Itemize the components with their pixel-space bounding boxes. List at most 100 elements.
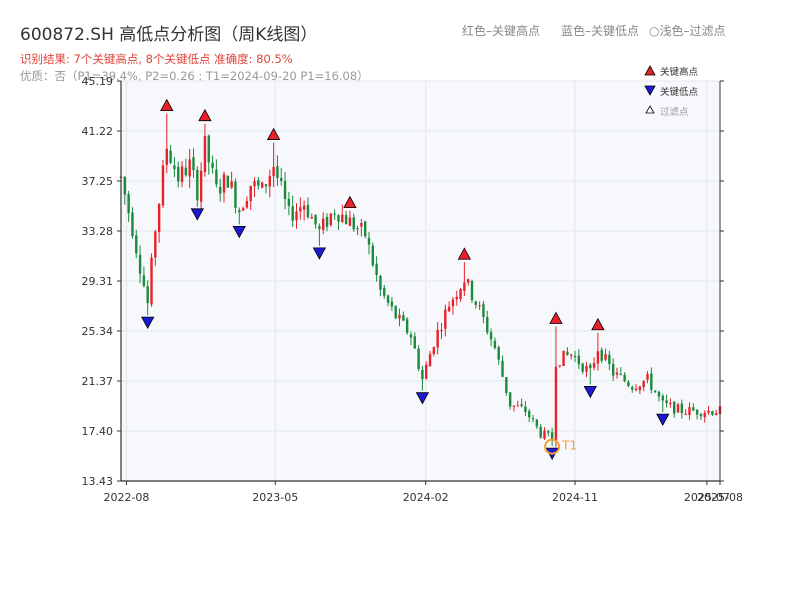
- candle-body: [661, 395, 664, 401]
- candle-body: [306, 204, 310, 218]
- candle-body: [295, 211, 298, 221]
- candle-body: [444, 309, 447, 329]
- candle-body: [482, 303, 485, 317]
- key-low-marker: [312, 247, 327, 260]
- x-tick-label: 2022-08: [103, 491, 149, 504]
- candle-body: [165, 148, 168, 165]
- candle-body: [619, 373, 623, 375]
- key-low-marker: [141, 316, 155, 329]
- candle-body: [127, 194, 130, 214]
- candle-body: [173, 165, 176, 170]
- candle-body: [566, 351, 569, 355]
- key-low-marker: [415, 392, 430, 405]
- candle-body: [325, 217, 329, 227]
- candle-body: [169, 150, 172, 163]
- candle-body: [577, 355, 581, 365]
- candle-body: [631, 387, 634, 390]
- x-tick-label: 2023-05: [252, 491, 298, 504]
- candle-body: [692, 407, 695, 411]
- candle-body: [486, 317, 489, 333]
- candle-body: [684, 413, 687, 415]
- candle-body: [276, 166, 279, 178]
- x-tick-label: 2024-11: [552, 491, 598, 504]
- candle-body: [268, 176, 271, 187]
- candle-body: [310, 216, 313, 219]
- candle-body: [417, 348, 420, 370]
- candle-body: [375, 263, 378, 276]
- candle-body: [363, 221, 367, 237]
- candle-body: [138, 254, 142, 274]
- candle-body: [463, 282, 466, 291]
- candle-body: [596, 351, 600, 364]
- candle-body: [383, 288, 386, 296]
- candle-body: [516, 405, 519, 407]
- candle-body: [642, 380, 645, 388]
- candle-body: [413, 336, 416, 349]
- candle-body: [409, 334, 413, 338]
- y-tick-label: 29.31: [82, 275, 114, 288]
- candle-body: [333, 213, 336, 215]
- candle-body: [489, 332, 493, 340]
- candle-body: [478, 305, 481, 307]
- candle-body: [650, 373, 653, 390]
- legend-filtered-marker: [645, 105, 655, 114]
- key-low-marker: [190, 208, 204, 221]
- key-low-marker: [583, 386, 597, 399]
- candle-body: [283, 180, 287, 199]
- candle-body: [451, 299, 455, 307]
- candle-body: [180, 166, 184, 182]
- candle-body: [562, 350, 565, 366]
- candle-body: [550, 432, 554, 440]
- candle-body: [203, 136, 207, 173]
- key-low-marker: [232, 226, 246, 239]
- x-tick-label: 2025-07: [684, 491, 730, 504]
- candle-body: [653, 390, 657, 393]
- candle-body: [558, 365, 561, 367]
- candles: [119, 113, 722, 448]
- candle-body: [699, 414, 703, 417]
- t1-label: T1: [561, 439, 577, 453]
- legend-high-label: 关键高点: [660, 66, 699, 78]
- candle-body: [123, 176, 127, 195]
- candle-body: [272, 166, 275, 177]
- key-high-marker: [266, 127, 281, 140]
- candle-body: [470, 280, 474, 301]
- candle-body: [245, 201, 249, 208]
- candle-body: [524, 406, 527, 413]
- candle-body: [611, 363, 615, 376]
- candle-body: [676, 404, 680, 413]
- candle-body: [539, 426, 542, 438]
- candle-body: [184, 167, 188, 176]
- candle-body: [344, 215, 348, 225]
- candle-body: [360, 222, 363, 227]
- legend-high-marker: [644, 65, 656, 76]
- candle-body: [287, 198, 291, 207]
- candle-body: [627, 381, 630, 387]
- candle-body: [543, 430, 546, 439]
- candle-body: [356, 228, 359, 230]
- candle-body: [634, 388, 638, 391]
- candle-body: [207, 135, 210, 163]
- legend-filtered-label: 过滤点: [660, 106, 689, 118]
- candle-body: [425, 364, 428, 379]
- candle-body: [230, 181, 233, 188]
- candle-body: [615, 372, 619, 375]
- candle-body: [154, 231, 157, 258]
- candle-body: [508, 392, 512, 407]
- key-high-marker: [343, 195, 357, 208]
- candle-body: [379, 275, 382, 290]
- candle-body: [531, 418, 535, 420]
- y-tick-label: 33.28: [82, 225, 114, 238]
- candle-body: [455, 296, 458, 300]
- candle-body: [440, 329, 443, 331]
- candle-body: [226, 176, 230, 188]
- candle-body: [161, 165, 165, 206]
- candle-body: [264, 184, 268, 187]
- candle-body: [386, 295, 390, 303]
- y-tick-label: 13.43: [82, 475, 114, 488]
- quality-summary: 优质：否（P1=39.4%, P2=0.26 ; T1=2024-09-20 P…: [20, 69, 369, 83]
- candle-body: [249, 185, 252, 202]
- candle-body: [512, 405, 516, 407]
- x-tick-label: 2025-08: [697, 491, 743, 504]
